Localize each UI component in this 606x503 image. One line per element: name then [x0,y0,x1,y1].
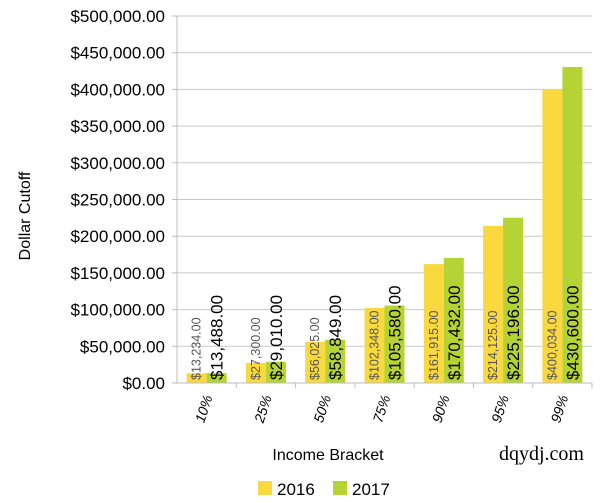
y-tick-label: $500,000.00 [70,7,165,26]
y-tick-label: $0.00 [122,374,165,393]
legend-swatch-2016 [258,481,272,495]
x-tick-label: 90% [429,393,453,425]
data-label-2016-90%: $161,915.00 [427,310,441,380]
bar-2016-50% [305,341,326,383]
bar-2017-50% [325,339,346,383]
bar-2017-99% [562,66,583,383]
data-label-2017-99%: $430,600.00 [563,285,582,380]
y-tick-label: $400,000.00 [70,80,165,99]
bar-2016-95% [483,225,504,383]
legend-label-2017: 2017 [352,480,390,499]
data-label-2016-99%: $400,034.00 [545,310,559,380]
x-tick-labels: 10% 25% 50% 75% 90% 95% 99% [192,383,593,426]
x-tick-label: 75% [369,393,393,425]
x-tick-label: 10% [192,393,216,425]
y-axis-title: Dollar Cutoff [17,171,34,260]
x-tick-label: 25% [251,393,275,426]
bar-2016-99% [542,89,563,383]
data-label-2017-25%: $29,010.00 [267,295,286,380]
x-axis-title: Income Bracket [272,447,384,464]
bar-2016-90% [423,264,444,383]
y-tick-label: $350,000.00 [70,117,165,136]
legend-label-2016: 2016 [277,480,315,499]
y-tick-label: $200,000.00 [70,227,165,246]
x-tick-label: 99% [547,393,571,425]
bar-2017-75% [384,305,405,383]
bar-2016-75% [364,307,385,383]
data-label-2017-90%: $170,432.00 [445,285,464,380]
y-tick-label: $100,000.00 [70,301,165,320]
legend-swatch-2017 [333,481,347,495]
bar-2016-10% [186,373,207,383]
bar-2017-10% [206,373,227,383]
legend: 2016 2017 [258,480,390,499]
y-tick-label: $250,000.00 [70,191,165,210]
x-tick-label: 95% [488,393,512,425]
data-label-2017-75%: $105,580.00 [386,285,405,380]
data-labels: $13,234.00 $13,488.00 $27,300.00 $29,010.00… [190,285,583,380]
data-label-2016-50%: $56,025.00 [308,317,322,380]
data-label-2017-95%: $225,196.00 [504,285,523,380]
data-label-2016-95%: $214,125.00 [486,310,500,380]
bars [186,66,583,383]
y-tick-label: $300,000.00 [70,154,165,173]
data-label-2016-75%: $102,348.00 [368,310,382,380]
y-tick-labels: $0.00 $50,000.00 $100,000.00 $150,000.00 $20… [70,7,165,393]
data-label-2016-10%: $13,234.00 [190,317,204,380]
data-label-2017-50%: $58,849.00 [326,295,345,380]
y-tick-label: $50,000.00 [80,337,165,356]
x-tick-label: 50% [310,393,334,425]
y-tick-label: $450,000.00 [70,44,165,63]
data-label-2016-25%: $27,300.00 [249,317,263,380]
bar-2017-25% [265,361,286,383]
bar-2017-95% [503,217,524,383]
data-label-2017-10%: $13,488.00 [208,295,227,380]
watermark: dqydj.com [499,443,584,465]
y-tick-label: $150,000.00 [70,264,165,283]
bar-2017-90% [443,257,464,383]
bar-2016-25% [245,362,266,383]
